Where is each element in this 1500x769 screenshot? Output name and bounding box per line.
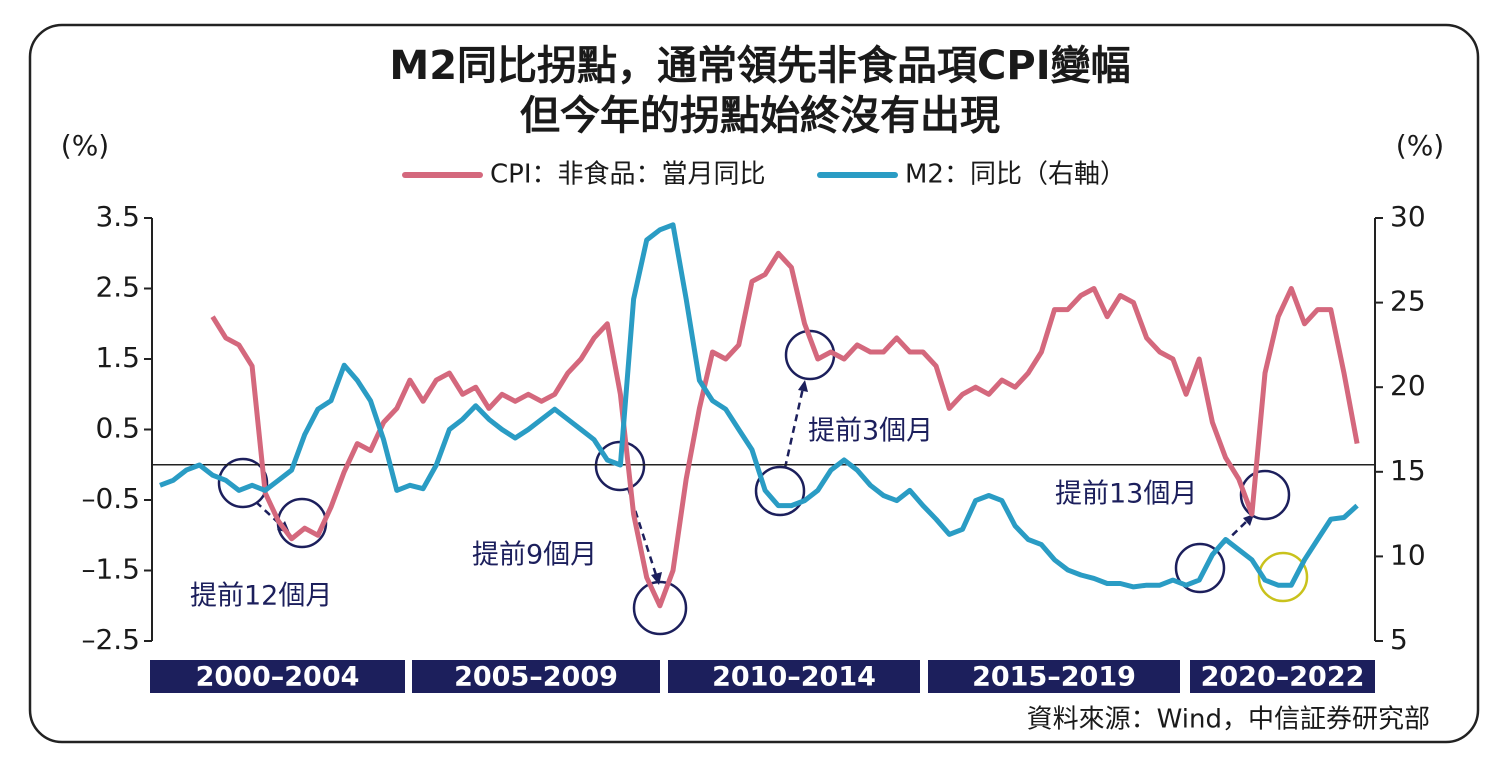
annotation: 提前9個月: [472, 540, 597, 571]
annotation: 提前12個月: [190, 581, 332, 612]
period-label: 2015–2019: [972, 662, 1136, 693]
circle: [217, 457, 269, 509]
y2-axis-label: (%): [1396, 129, 1444, 162]
period-label: 2000–2004: [196, 662, 360, 693]
period-band: [412, 660, 660, 693]
period-label: 2020–2022: [1201, 662, 1365, 693]
chart-subtitle: 但今年的拐點始終沒有出現: [520, 93, 1000, 139]
circle: [754, 465, 806, 517]
circle: [632, 580, 688, 636]
y2-tick-label: 25: [1390, 285, 1426, 318]
y2-tick-label: 30: [1390, 200, 1426, 233]
period-band: [668, 660, 920, 693]
chart-title: M2同比拐點，通常領先非食品項CPI變幅: [389, 43, 1130, 89]
y-tick-label: –0.5: [81, 482, 140, 515]
source: 資料來源：Wind，中信証券研究部: [1027, 705, 1430, 735]
y2-tick-label: 15: [1390, 454, 1426, 487]
legend-label: CPI：非食品：當月同比: [490, 160, 766, 190]
period-label: 2010–2014: [712, 662, 876, 693]
legend-label: M2：同比（右軸）: [905, 160, 1126, 190]
arrowhead: [1243, 514, 1254, 526]
period-label: 2005–2009: [454, 662, 618, 693]
y-axis-label: (%): [61, 129, 109, 162]
y-tick-label: 0.5: [95, 412, 140, 445]
period-band: [150, 660, 405, 693]
y-tick-label: 1.5: [95, 341, 140, 374]
arrow: [1214, 519, 1249, 553]
y-tick-label: 2.5: [95, 271, 140, 304]
annotation: 提前3個月: [808, 416, 933, 447]
arrow: [783, 387, 805, 469]
frame: [28, 23, 1480, 744]
series-line: [159, 222, 1359, 590]
circle: [1257, 551, 1309, 603]
arrowhead: [651, 572, 662, 585]
y2-tick-label: 5: [1390, 623, 1408, 656]
series-line: [210, 250, 1360, 609]
period-band: [1190, 660, 1375, 693]
y-tick-label: –1.5: [81, 553, 140, 586]
y-tick-label: 3.5: [95, 200, 140, 233]
y2-tick-label: 20: [1390, 369, 1426, 402]
period-band: [928, 660, 1180, 693]
y-tick-label: –2.5: [81, 623, 140, 656]
circle: [1174, 542, 1226, 594]
arrowhead: [798, 380, 808, 392]
y2-tick-label: 10: [1390, 538, 1426, 571]
arrow: [255, 501, 285, 529]
annotation: 提前13個月: [1055, 479, 1197, 510]
circle: [1239, 469, 1291, 521]
